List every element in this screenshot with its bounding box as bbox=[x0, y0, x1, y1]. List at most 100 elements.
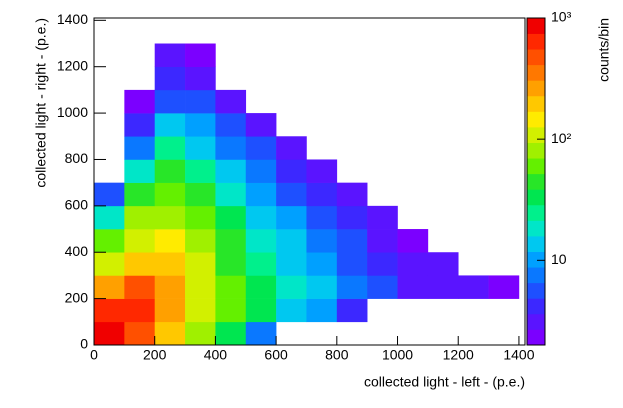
bin bbox=[154, 66, 186, 91]
bin bbox=[94, 252, 125, 276]
colorbar-step bbox=[527, 329, 545, 346]
bin bbox=[245, 229, 277, 253]
bin bbox=[185, 182, 216, 207]
bin bbox=[185, 298, 216, 323]
bin bbox=[154, 205, 186, 230]
bin bbox=[215, 159, 247, 183]
colorbar-step bbox=[527, 173, 545, 190]
bin bbox=[306, 252, 338, 276]
bin bbox=[458, 275, 489, 299]
bin bbox=[94, 229, 125, 253]
colorbar-step bbox=[527, 95, 545, 112]
bin bbox=[154, 298, 186, 323]
bin bbox=[94, 205, 125, 230]
bin bbox=[124, 136, 156, 160]
bin bbox=[488, 275, 520, 299]
bin bbox=[427, 252, 459, 276]
colorbar-label: counts/bin bbox=[596, 18, 612, 82]
colorbar-step bbox=[527, 111, 545, 128]
colorbar-step bbox=[527, 142, 545, 159]
bin bbox=[397, 229, 429, 253]
bin bbox=[336, 252, 368, 276]
colorbar-step bbox=[527, 251, 545, 268]
bin bbox=[336, 275, 368, 299]
bin bbox=[336, 298, 368, 323]
bin bbox=[276, 275, 307, 299]
bin bbox=[154, 159, 186, 183]
plot-frame bbox=[93, 17, 526, 346]
bin bbox=[336, 229, 368, 253]
y-tick-label: 1000 bbox=[57, 104, 88, 120]
bin bbox=[154, 89, 186, 114]
bin bbox=[154, 43, 186, 68]
x-tick-label: 600 bbox=[264, 347, 288, 363]
bin bbox=[215, 229, 247, 253]
x-tick-label: 1200 bbox=[443, 347, 474, 363]
bin bbox=[124, 89, 156, 114]
bin bbox=[124, 113, 156, 137]
bin bbox=[245, 321, 277, 346]
bin bbox=[124, 159, 156, 183]
bin bbox=[124, 182, 156, 207]
bin bbox=[276, 229, 307, 253]
y-axis-label: collected light - right - (p.e.) bbox=[33, 18, 49, 188]
bin bbox=[245, 136, 277, 160]
colorbar-step bbox=[527, 204, 545, 221]
x-tick-label: 1000 bbox=[382, 347, 413, 363]
bin bbox=[185, 205, 216, 230]
colorbar-tick-label: 10³ bbox=[551, 9, 572, 25]
bin bbox=[245, 252, 277, 276]
bin bbox=[185, 89, 216, 114]
bin bbox=[215, 89, 247, 114]
bin bbox=[185, 159, 216, 183]
bin bbox=[397, 252, 429, 276]
bin bbox=[154, 275, 186, 299]
bin bbox=[306, 182, 338, 207]
bin bbox=[154, 229, 186, 253]
bin bbox=[215, 321, 247, 346]
colorbar-step bbox=[527, 220, 545, 237]
bin bbox=[215, 298, 247, 323]
bin bbox=[276, 182, 307, 207]
bin bbox=[245, 113, 277, 137]
colorbar-step bbox=[527, 64, 545, 81]
bin bbox=[215, 113, 247, 137]
bin bbox=[367, 229, 398, 253]
bin bbox=[185, 43, 216, 68]
colorbar-step bbox=[527, 158, 545, 175]
bin bbox=[245, 182, 277, 207]
bin bbox=[215, 252, 247, 276]
colorbar-step bbox=[527, 33, 545, 50]
y-tick-label: 1400 bbox=[57, 11, 88, 27]
bin bbox=[397, 275, 429, 299]
x-tick-label: 400 bbox=[204, 347, 228, 363]
y-tick-label: 600 bbox=[65, 197, 89, 213]
bin bbox=[124, 275, 156, 299]
y-tick-label: 1200 bbox=[57, 57, 88, 73]
bin bbox=[306, 298, 338, 323]
y-tick-label: 200 bbox=[65, 289, 89, 305]
x-tick-label: 0 bbox=[90, 347, 98, 363]
bin bbox=[185, 321, 216, 346]
bin bbox=[306, 159, 338, 183]
bin bbox=[427, 275, 459, 299]
bin bbox=[276, 252, 307, 276]
bin bbox=[245, 205, 277, 230]
bin bbox=[94, 298, 125, 323]
bin bbox=[185, 275, 216, 299]
bin bbox=[276, 159, 307, 183]
y-tick-label: 800 bbox=[65, 150, 89, 166]
bin bbox=[124, 229, 156, 253]
colorbar-step bbox=[527, 18, 545, 34]
bin bbox=[336, 205, 368, 230]
bin bbox=[124, 252, 156, 276]
y-tick-label: 400 bbox=[65, 243, 89, 259]
bin bbox=[185, 66, 216, 91]
bin bbox=[276, 136, 307, 160]
bin bbox=[215, 136, 247, 160]
colorbar-tick-label: 10² bbox=[551, 130, 572, 146]
bin bbox=[215, 182, 247, 207]
bin bbox=[94, 182, 125, 207]
x-tick-label: 800 bbox=[325, 347, 349, 363]
bin bbox=[245, 275, 277, 299]
